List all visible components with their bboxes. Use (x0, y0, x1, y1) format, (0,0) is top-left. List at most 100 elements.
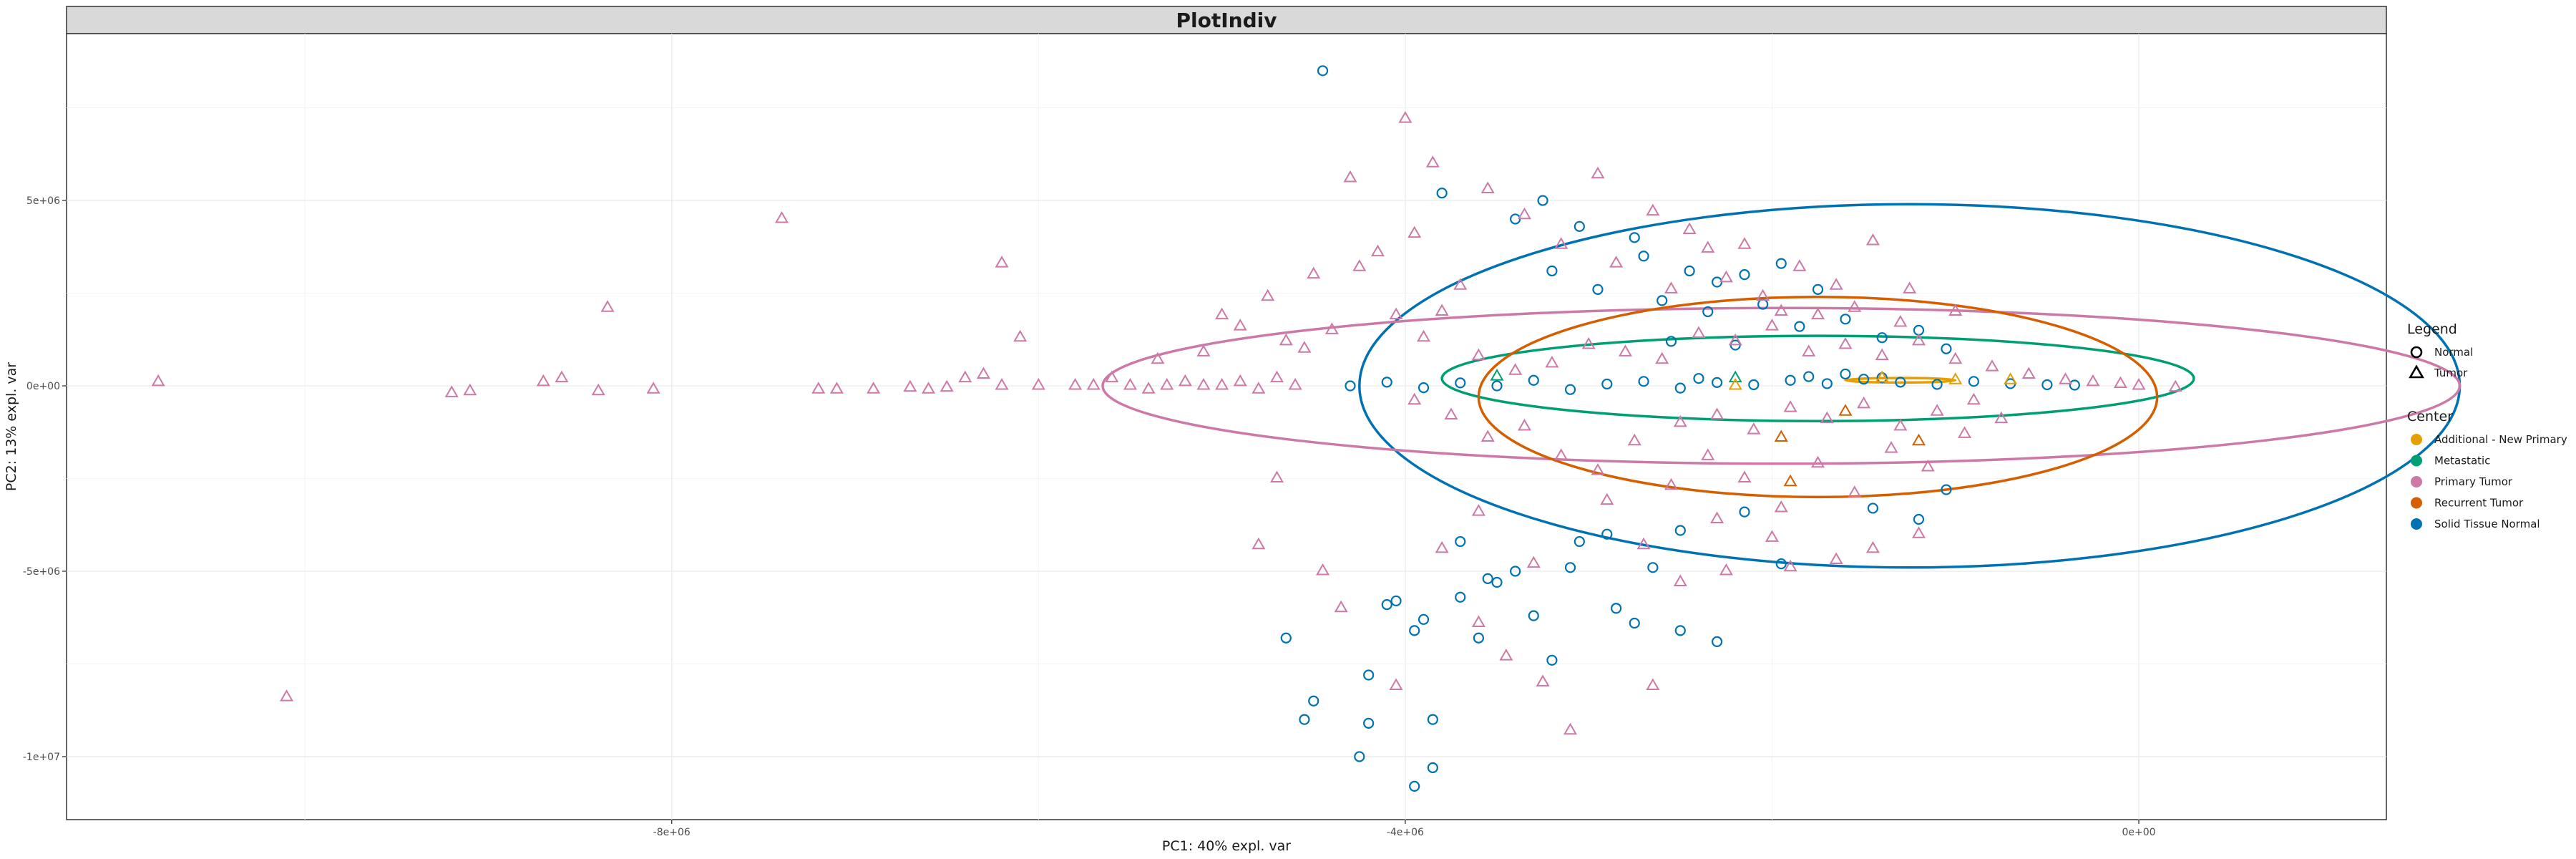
data-point-tumor (1288, 378, 1302, 390)
data-point-normal (1381, 377, 1392, 388)
data-point-tumor (1774, 430, 1788, 442)
data-point-tumor (1215, 307, 1229, 320)
data-point-normal (1455, 377, 1466, 389)
legend-color-label: Additional - New Primary (2434, 433, 2567, 446)
data-point-normal (1693, 373, 1704, 384)
legend-color-title: Center (2407, 409, 2453, 424)
data-point-tumor (1444, 407, 1458, 419)
data-point-tumor (1948, 304, 1963, 316)
data-point-tumor (1829, 278, 1843, 290)
data-point-tumor (1086, 378, 1101, 390)
data-point-tumor (811, 382, 826, 394)
data-point-normal (1308, 695, 1319, 707)
data-point-tumor (940, 379, 954, 392)
data-point-tumor (1526, 555, 1541, 568)
data-point-tumor (1013, 329, 1028, 342)
data-point-tumor (1948, 351, 1963, 364)
data-point-tumor (867, 382, 881, 394)
data-point-tumor (1765, 319, 1779, 331)
data-point-tumor (1701, 448, 1715, 460)
data-point-tumor (1334, 600, 1348, 613)
data-point-tumor (1196, 378, 1211, 390)
data-point-normal (1601, 378, 1613, 390)
data-point-tumor (1774, 304, 1788, 316)
data-point-tumor (1783, 474, 1797, 487)
data-point-normal (1739, 506, 1750, 518)
data-point-tumor (829, 382, 844, 394)
data-point-normal (1812, 283, 1824, 295)
data-point-normal (1574, 535, 1585, 548)
data-point-tumor (1930, 404, 1944, 416)
data-point-tumor (1994, 411, 2009, 424)
data-point-normal (1564, 562, 1576, 573)
legend-shape-entries: Normal Tumor (2409, 346, 2473, 379)
data-point-normal (1409, 625, 1420, 636)
data-point-tumor (1646, 203, 1660, 216)
data-point-normal (1363, 717, 1375, 729)
data-point-normal (1794, 321, 1805, 332)
x-tick-label: 0e+00 (2122, 827, 2155, 838)
data-point-tumor (1151, 351, 1165, 364)
data-point-tumor (1865, 540, 1880, 553)
data-point-normal (1840, 368, 1851, 380)
data-point-tumor (1389, 307, 1403, 320)
data-point-tumor (1792, 259, 1807, 271)
data-point-normal (2041, 379, 2053, 391)
legend-color-label: Recurrent Tumor (2434, 497, 2524, 510)
data-point-normal (1427, 714, 1438, 725)
data-point-normal (1638, 251, 1649, 262)
data-point-tumor (1911, 433, 1926, 446)
data-point-tumor (1554, 237, 1568, 249)
data-point-tumor (922, 382, 936, 394)
data-point-normal (1941, 484, 1952, 495)
data-point-tumor (1581, 337, 1596, 349)
data-point-tumor (1480, 430, 1495, 442)
data-point-normal (1574, 220, 1585, 232)
confidence-ellipse (1477, 295, 2159, 499)
data-point-normal (1564, 384, 1576, 395)
data-point-normal (1455, 535, 1466, 548)
data-point-normal (1739, 269, 1750, 281)
data-point-tumor (444, 385, 459, 397)
data-point-tumor (1627, 433, 1641, 446)
data-point-tumor (1343, 170, 1357, 183)
data-point-tumor (1756, 288, 1770, 301)
y-tick-label: -5e+06 (23, 566, 60, 578)
data-point-tumor (1911, 333, 1926, 346)
legend-key-color (2411, 476, 2422, 487)
data-point-normal (1858, 374, 1870, 385)
data-point-tumor (1655, 351, 1669, 364)
data-point-normal (1299, 714, 1310, 725)
y-tick-label: 0e+00 (26, 381, 60, 392)
data-point-tumor (1316, 563, 1330, 576)
data-point-tumor (1884, 441, 1898, 453)
data-point-tumor (1893, 314, 1908, 327)
data-point-tumor (1673, 414, 1687, 427)
data-point-tumor (1307, 266, 1321, 279)
data-point-normal (1711, 377, 1723, 388)
data-point-normal (1436, 188, 1448, 199)
data-point-tumor (1609, 256, 1624, 268)
x-tick-label: -4e+06 (1387, 827, 1424, 838)
data-point-normal (1317, 65, 1329, 77)
data-point-tumor (1848, 300, 1862, 312)
data-point-tumor (995, 256, 1009, 268)
data-point-normal (1638, 376, 1649, 387)
data-point-tumor (555, 370, 569, 383)
y-axis-label: PC2: 13% expl. var (4, 362, 19, 491)
data-point-tumor (1903, 281, 1917, 293)
data-point-tumor (1453, 278, 1468, 290)
data-point-tumor (1838, 404, 1853, 416)
data-point-tumor (1490, 369, 1504, 381)
data-point-tumor (1233, 374, 1247, 387)
data-point-tumor (2086, 374, 2100, 387)
data-point-tumor (1893, 418, 1908, 431)
data-point-tumor (1370, 244, 1385, 257)
data-point-tumor (1985, 359, 1999, 372)
data-point-tumor (1820, 411, 1834, 424)
title-strip (66, 6, 2387, 34)
data-point-tumor (1710, 407, 1724, 419)
data-point-tumor (1948, 372, 1963, 384)
data-point-tumor (1196, 344, 1211, 356)
